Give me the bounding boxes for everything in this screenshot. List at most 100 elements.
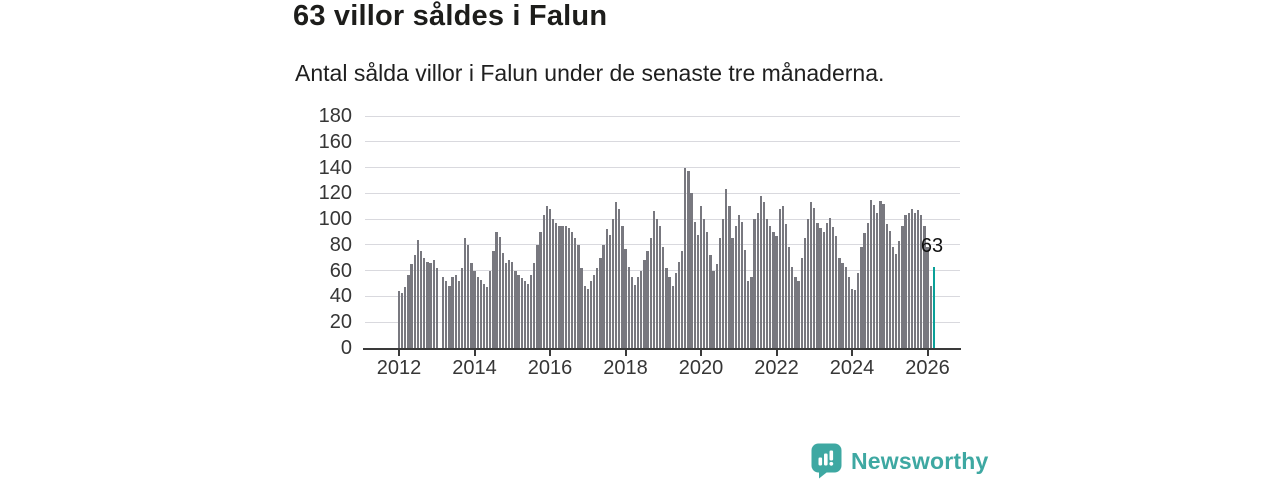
bar xyxy=(844,266,847,348)
bar xyxy=(819,228,822,348)
bar xyxy=(646,251,649,348)
y-axis-label: 80 xyxy=(329,233,352,256)
bar xyxy=(806,219,810,348)
bar xyxy=(423,257,426,348)
bar xyxy=(816,222,819,348)
x-axis-label: 2014 xyxy=(452,357,497,379)
bar xyxy=(460,268,464,348)
bar xyxy=(699,206,703,348)
x-axis-label: 2012 xyxy=(376,357,422,379)
bar xyxy=(589,280,593,348)
bar xyxy=(574,238,577,348)
bar xyxy=(624,248,627,348)
bar xyxy=(416,239,420,348)
bar xyxy=(567,228,571,348)
bar xyxy=(599,257,602,348)
gridline xyxy=(365,141,960,143)
bar xyxy=(709,255,712,348)
bar xyxy=(907,212,910,348)
bar xyxy=(747,280,750,348)
bar xyxy=(920,215,923,348)
bar xyxy=(489,270,492,348)
bar xyxy=(441,277,445,348)
bar xyxy=(482,283,486,348)
y-axis-label: 140 xyxy=(318,156,352,179)
x-axis-label: 2018 xyxy=(603,357,648,379)
bar xyxy=(621,225,624,348)
bar xyxy=(891,247,895,348)
bar xyxy=(778,208,781,348)
bar xyxy=(577,244,580,348)
bar xyxy=(514,270,517,348)
bar xyxy=(504,262,508,348)
bar xyxy=(419,251,423,348)
bar xyxy=(759,195,762,348)
bar xyxy=(835,235,838,348)
y-axis-label: 100 xyxy=(318,208,352,231)
y-axis-label: 120 xyxy=(318,182,352,205)
bar xyxy=(410,264,413,348)
bar xyxy=(800,257,803,348)
bar xyxy=(536,244,539,348)
bar xyxy=(876,212,879,348)
bar xyxy=(910,208,913,348)
bar xyxy=(630,277,633,348)
bar xyxy=(473,270,476,348)
bar xyxy=(652,211,655,348)
x-axis-tick xyxy=(398,350,400,356)
bar xyxy=(520,278,523,348)
bar xyxy=(633,284,637,348)
bar xyxy=(665,268,668,348)
bar xyxy=(555,222,558,348)
bar xyxy=(429,262,432,348)
bar xyxy=(838,257,841,348)
bar xyxy=(479,279,482,348)
bar xyxy=(923,225,926,348)
y-axis-label: 160 xyxy=(318,130,352,153)
bar xyxy=(649,238,652,348)
bar xyxy=(413,255,416,348)
bar xyxy=(781,206,784,348)
bar xyxy=(618,208,621,348)
bar xyxy=(517,274,520,348)
bar xyxy=(542,215,545,348)
gridline xyxy=(365,218,960,220)
bar xyxy=(794,277,797,348)
bar xyxy=(866,222,869,348)
bar xyxy=(913,212,917,348)
y-axis-label: 60 xyxy=(329,259,352,282)
bar xyxy=(879,201,882,348)
bar xyxy=(596,268,599,348)
bar xyxy=(832,226,835,348)
bar xyxy=(602,244,605,348)
bar xyxy=(847,277,851,348)
x-axis-tick xyxy=(473,350,476,356)
bar xyxy=(552,219,555,348)
bar xyxy=(451,277,454,348)
gridline xyxy=(365,167,960,169)
bar xyxy=(854,290,857,348)
bar xyxy=(407,274,410,348)
bar xyxy=(703,219,706,348)
bar xyxy=(523,280,527,348)
chart-title: 63 villor såldes i Falun xyxy=(293,0,608,32)
x-axis-label: 2022 xyxy=(754,357,799,379)
x-axis-line xyxy=(363,348,961,350)
y-axis-label: 20 xyxy=(329,311,352,334)
bar xyxy=(533,262,536,348)
bar xyxy=(825,222,829,348)
bar xyxy=(863,233,866,348)
y-axis-label: 40 xyxy=(329,285,352,308)
bar xyxy=(725,189,728,348)
bar xyxy=(872,204,876,348)
bar xyxy=(401,292,404,348)
bar xyxy=(712,270,715,348)
bar xyxy=(822,232,825,348)
bar xyxy=(731,238,734,348)
bar xyxy=(476,277,479,348)
bar xyxy=(797,280,800,348)
bar xyxy=(467,244,470,348)
bar xyxy=(882,203,885,348)
bar xyxy=(772,232,775,348)
